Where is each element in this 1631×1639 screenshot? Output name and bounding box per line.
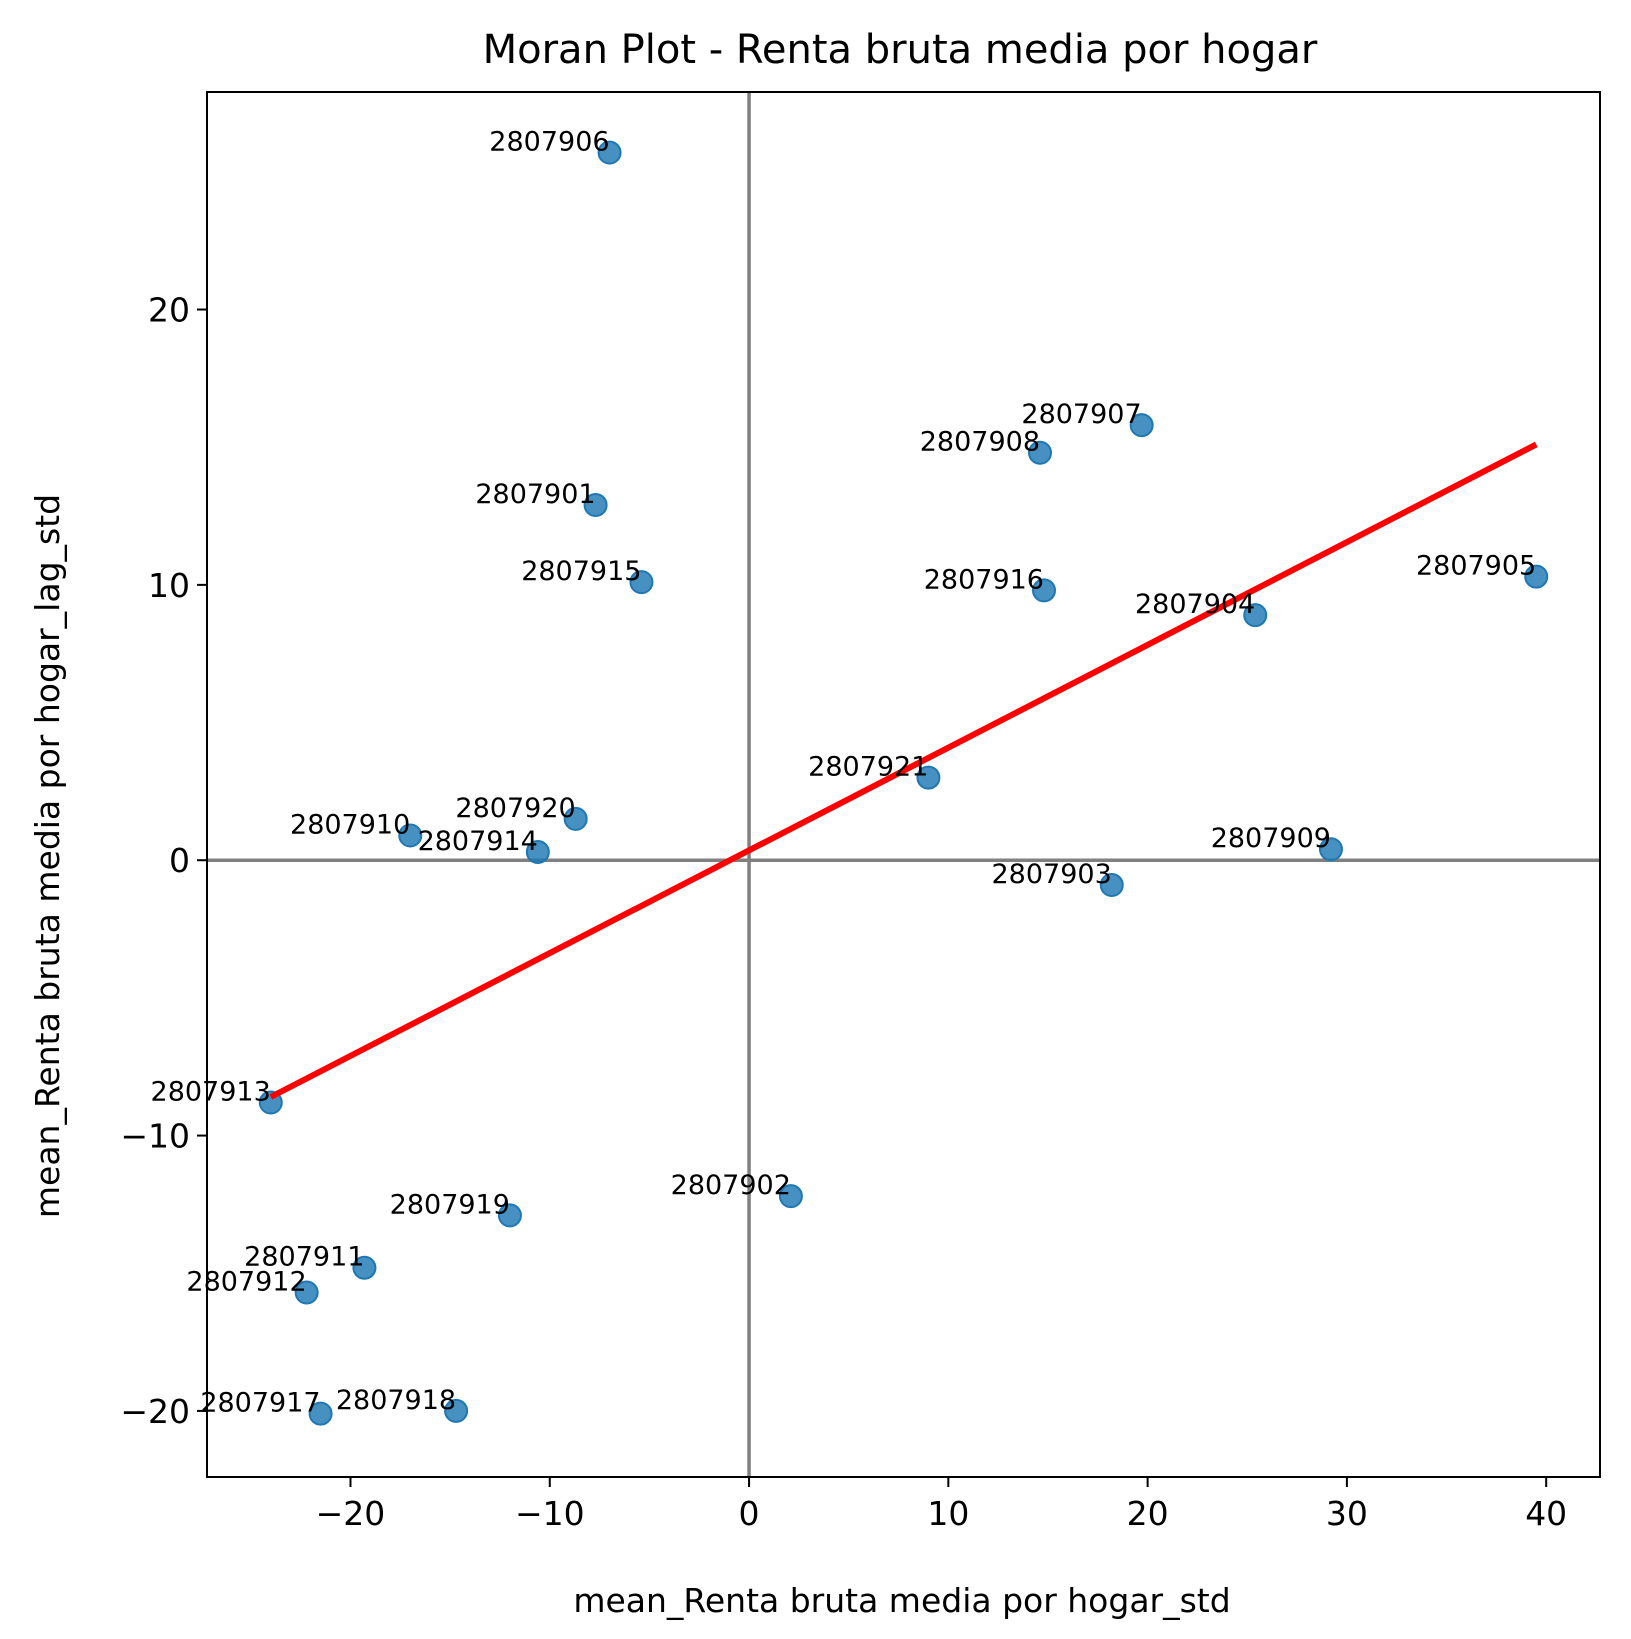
y-tick-label: 20: [148, 291, 190, 330]
data-point: [597, 140, 622, 165]
point-label: 2807911: [244, 1242, 364, 1273]
point-label: 2807921: [808, 752, 928, 783]
point-label: 2807915: [521, 556, 641, 587]
point-label: 2807905: [1416, 551, 1536, 582]
point-label: 2807901: [475, 479, 595, 510]
data-point: [916, 765, 941, 790]
data-point: [1129, 413, 1154, 438]
point-label: 2807906: [489, 127, 609, 158]
data-point: [563, 806, 588, 831]
y-tick-label: −20: [120, 1392, 190, 1431]
point-label: 2807913: [151, 1077, 271, 1108]
point-label: 2807916: [924, 564, 1044, 595]
data-point: [1028, 440, 1053, 465]
point-label: 2807904: [1135, 589, 1255, 620]
regression-line: [269, 441, 1538, 1100]
x-tick-label: 10: [927, 1494, 969, 1533]
point-label: 2807920: [455, 793, 575, 824]
x-tick-label: 0: [739, 1494, 760, 1533]
point-label: 2807908: [920, 427, 1040, 458]
plot-content: [207, 92, 1600, 1477]
data-point: [1318, 837, 1343, 862]
x-axis-label: mean_Renta bruta media por hogar_std: [573, 1581, 1230, 1620]
point-label: 2807910: [290, 809, 410, 840]
point-label: 2807914: [418, 826, 538, 857]
point-label: 2807909: [1211, 823, 1331, 854]
data-point: [352, 1255, 377, 1280]
data-point: [1099, 873, 1124, 898]
data-point: [497, 1203, 522, 1228]
point-label: 2807919: [390, 1189, 510, 1220]
point-label: 2807907: [1021, 399, 1141, 430]
point-label: 2807917: [200, 1388, 320, 1419]
chart-title: Moran Plot - Renta bruta media por hogar: [483, 27, 1318, 73]
data-point: [778, 1184, 803, 1209]
point-label: 2807912: [186, 1267, 306, 1298]
data-point: [1243, 603, 1268, 628]
y-tick-label: −10: [120, 1117, 190, 1156]
y-tick-label: 0: [169, 841, 190, 880]
y-tick-label: 10: [148, 566, 190, 605]
data-point: [444, 1398, 469, 1423]
data-point: [308, 1401, 333, 1426]
data-point: [1031, 578, 1056, 603]
point-label: 2807918: [336, 1385, 456, 1416]
x-tick-label: 20: [1127, 1494, 1169, 1533]
x-tick-label: −20: [316, 1494, 386, 1533]
point-label: 2807902: [671, 1170, 791, 1201]
data-point: [583, 493, 608, 518]
plot-frame: [206, 91, 1601, 1478]
x-tick-label: 30: [1326, 1494, 1368, 1533]
x-tick-label: −10: [515, 1494, 585, 1533]
point-label: 2807903: [992, 859, 1112, 890]
x-tick-label: 40: [1525, 1494, 1567, 1533]
data-point: [1524, 564, 1549, 589]
data-point: [398, 823, 423, 848]
data-point: [294, 1280, 319, 1305]
data-point: [525, 839, 550, 864]
y-axis-label: mean_Renta bruta media por hogar_lag_std: [28, 494, 67, 1218]
data-point: [629, 570, 654, 595]
